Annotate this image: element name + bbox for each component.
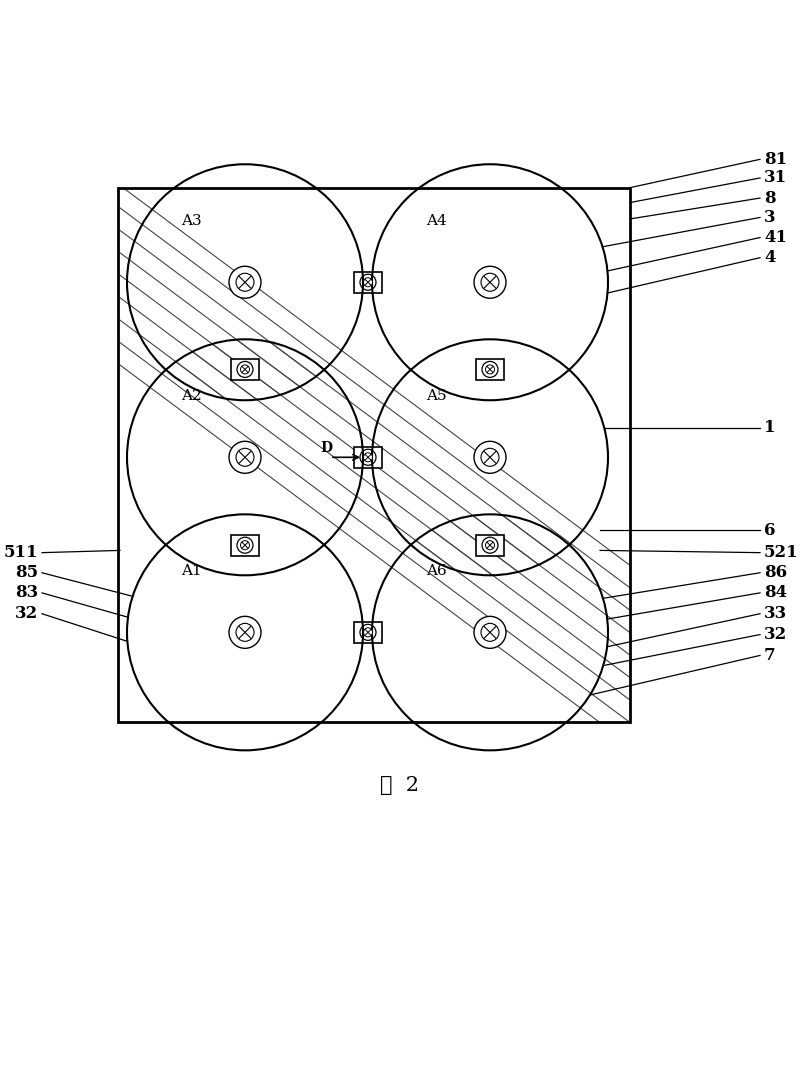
Circle shape (241, 365, 250, 374)
Circle shape (127, 514, 363, 751)
Bar (476, 359, 504, 380)
Circle shape (236, 448, 254, 466)
Circle shape (236, 273, 254, 291)
Circle shape (360, 449, 376, 465)
Circle shape (474, 616, 506, 649)
Text: 511: 511 (3, 545, 38, 561)
Bar (476, 359, 504, 380)
Circle shape (481, 448, 499, 466)
Circle shape (237, 537, 253, 553)
Circle shape (481, 273, 499, 291)
Bar (354, 447, 382, 467)
Circle shape (229, 266, 261, 299)
Circle shape (474, 266, 506, 299)
Text: 33: 33 (764, 606, 787, 622)
Bar (354, 272, 382, 293)
Circle shape (482, 362, 498, 377)
Text: 8: 8 (764, 190, 776, 206)
Bar (231, 359, 259, 380)
Text: 32: 32 (14, 606, 38, 622)
Bar (476, 535, 504, 555)
Bar (354, 447, 382, 467)
Text: 31: 31 (764, 170, 787, 187)
Text: A3: A3 (182, 214, 202, 228)
Bar (354, 272, 382, 293)
Bar (476, 535, 504, 555)
Circle shape (372, 514, 608, 751)
Bar (354, 622, 382, 642)
Text: 7: 7 (764, 647, 776, 664)
Text: 图  2: 图 2 (381, 775, 419, 795)
Text: 41: 41 (764, 229, 787, 246)
Circle shape (486, 365, 494, 374)
Text: 4: 4 (764, 249, 775, 266)
Text: 32: 32 (764, 626, 787, 643)
Text: 1: 1 (764, 419, 775, 436)
Text: A4: A4 (426, 214, 447, 228)
Circle shape (127, 339, 363, 576)
Text: 85: 85 (15, 564, 38, 581)
Circle shape (363, 278, 373, 287)
Circle shape (372, 164, 608, 401)
Circle shape (360, 274, 376, 290)
Circle shape (236, 623, 254, 641)
Circle shape (229, 441, 261, 474)
Circle shape (481, 623, 499, 641)
Text: A5: A5 (426, 389, 447, 403)
Bar (354, 622, 382, 642)
Circle shape (241, 540, 250, 550)
Circle shape (360, 624, 376, 640)
Circle shape (229, 616, 261, 649)
Circle shape (127, 164, 363, 401)
Bar (118, 188, 630, 723)
Bar (118, 188, 630, 723)
Text: 83: 83 (14, 584, 38, 601)
Bar (231, 359, 259, 380)
Text: A6: A6 (426, 564, 447, 578)
Circle shape (363, 453, 373, 462)
Circle shape (482, 537, 498, 553)
Text: A1: A1 (182, 564, 202, 578)
Circle shape (237, 362, 253, 377)
Bar (231, 535, 259, 555)
Text: 521: 521 (764, 545, 798, 561)
Text: A2: A2 (182, 389, 202, 403)
Text: 86: 86 (764, 564, 787, 581)
Text: 6: 6 (764, 522, 775, 539)
Circle shape (372, 339, 608, 576)
Text: 3: 3 (764, 209, 776, 226)
Bar (231, 535, 259, 555)
Circle shape (486, 540, 494, 550)
Text: 81: 81 (764, 150, 787, 168)
Text: D: D (320, 441, 332, 455)
Text: 84: 84 (764, 584, 787, 601)
Circle shape (474, 441, 506, 474)
Circle shape (363, 628, 373, 637)
